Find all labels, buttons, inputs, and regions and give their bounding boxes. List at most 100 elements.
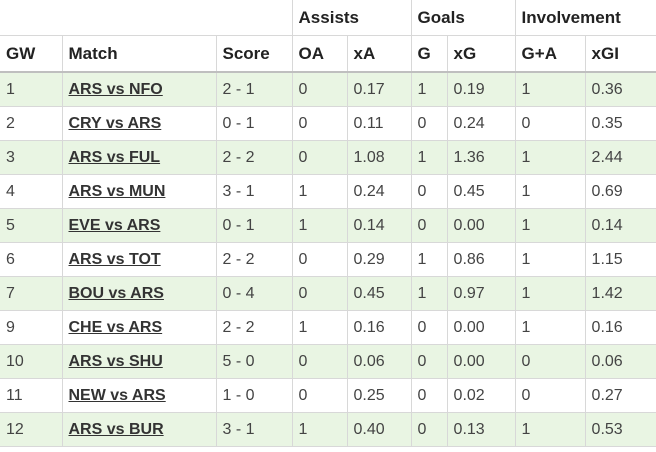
ga-cell: 0 xyxy=(514,106,586,141)
match-link[interactable]: BOU vs ARS xyxy=(68,284,164,302)
match-link[interactable]: NEW vs ARS xyxy=(68,386,166,404)
xgi-cell: 1.15 xyxy=(584,242,656,277)
match-link[interactable]: ARS vs TOT xyxy=(68,250,161,268)
g-cell: 0 xyxy=(410,106,448,141)
match-link[interactable]: ARS vs BUR xyxy=(68,420,164,438)
table-row: 3 ARS vs FUL 2 - 2 0 1.08 1 1.36 1 2.44 xyxy=(0,140,656,175)
column-header-match[interactable]: Match xyxy=(61,35,216,73)
gw-cell: 4 xyxy=(0,174,62,209)
column-header-g[interactable]: G xyxy=(410,35,448,73)
match-cell: CHE vs ARS xyxy=(61,310,216,345)
gw-cell: 7 xyxy=(0,276,62,311)
gw-cell: 2 xyxy=(0,106,62,141)
gw-cell: 5 xyxy=(0,208,62,243)
g-cell: 0 xyxy=(410,412,448,447)
match-cell: ARS vs BUR xyxy=(61,412,216,447)
table-row: 10 ARS vs SHU 5 - 0 0 0.06 0 0.00 0 0.06 xyxy=(0,344,656,379)
xa-cell: 0.17 xyxy=(346,72,412,107)
xa-cell: 0.25 xyxy=(346,378,412,413)
xg-cell: 1.36 xyxy=(446,140,516,175)
match-link[interactable]: CHE vs ARS xyxy=(68,318,163,336)
group-header-goals: Goals xyxy=(410,0,516,36)
oa-cell: 0 xyxy=(291,378,348,413)
table-row: 4 ARS vs MUN 3 - 1 1 0.24 0 0.45 1 0.69 xyxy=(0,174,656,209)
xg-cell: 0.13 xyxy=(446,412,516,447)
gw-cell: 12 xyxy=(0,412,62,447)
match-cell: BOU vs ARS xyxy=(61,276,216,311)
gw-cell: 9 xyxy=(0,310,62,345)
column-header-xa[interactable]: xA xyxy=(346,35,412,73)
xa-cell: 0.11 xyxy=(346,106,412,141)
xa-cell: 0.29 xyxy=(346,242,412,277)
column-header-xg[interactable]: xG xyxy=(446,35,516,73)
table-row: 6 ARS vs TOT 2 - 2 0 0.29 1 0.86 1 1.15 xyxy=(0,242,656,277)
column-header-xgi[interactable]: xGI xyxy=(584,35,656,73)
group-header-assists: Assists xyxy=(291,0,412,36)
oa-cell: 0 xyxy=(291,106,348,141)
xgi-cell: 0.53 xyxy=(584,412,656,447)
xa-cell: 0.16 xyxy=(346,310,412,345)
score-cell: 5 - 0 xyxy=(215,344,293,379)
xg-cell: 0.00 xyxy=(446,344,516,379)
oa-cell: 1 xyxy=(291,208,348,243)
g-cell: 1 xyxy=(410,140,448,175)
score-cell: 3 - 1 xyxy=(215,174,293,209)
g-cell: 0 xyxy=(410,310,448,345)
xa-cell: 0.24 xyxy=(346,174,412,209)
score-cell: 1 - 0 xyxy=(215,378,293,413)
oa-cell: 0 xyxy=(291,276,348,311)
xg-cell: 0.97 xyxy=(446,276,516,311)
oa-cell: 0 xyxy=(291,72,348,107)
match-cell: ARS vs TOT xyxy=(61,242,216,277)
table-row: 9 CHE vs ARS 2 - 2 1 0.16 0 0.00 1 0.16 xyxy=(0,310,656,345)
g-cell: 0 xyxy=(410,174,448,209)
xg-cell: 0.86 xyxy=(446,242,516,277)
table-row: 7 BOU vs ARS 0 - 4 0 0.45 1 0.97 1 1.42 xyxy=(0,276,656,311)
xgi-cell: 0.14 xyxy=(584,208,656,243)
group-header-spacer xyxy=(0,0,293,36)
column-header-row: GW Match Score OA xA G xG G+A xGI xyxy=(0,35,656,73)
match-link[interactable]: ARS vs SHU xyxy=(68,352,163,370)
oa-cell: 0 xyxy=(291,140,348,175)
gw-cell: 10 xyxy=(0,344,62,379)
gw-cell: 6 xyxy=(0,242,62,277)
match-link[interactable]: ARS vs FUL xyxy=(68,148,161,166)
group-header-row: Assists Goals Involvement xyxy=(0,0,656,36)
score-cell: 0 - 1 xyxy=(215,106,293,141)
match-cell: ARS vs NFO xyxy=(61,72,216,107)
gw-cell: 11 xyxy=(0,378,62,413)
xgi-cell: 0.35 xyxy=(584,106,656,141)
g-cell: 1 xyxy=(410,72,448,107)
match-link[interactable]: ARS vs MUN xyxy=(68,182,166,200)
column-header-ga[interactable]: G+A xyxy=(514,35,586,73)
match-cell: ARS vs SHU xyxy=(61,344,216,379)
xa-cell: 1.08 xyxy=(346,140,412,175)
g-cell: 0 xyxy=(410,344,448,379)
match-link[interactable]: EVE vs ARS xyxy=(68,216,161,234)
oa-cell: 0 xyxy=(291,242,348,277)
ga-cell: 1 xyxy=(514,276,586,311)
table-row: 12 ARS vs BUR 3 - 1 1 0.40 0 0.13 1 0.53 xyxy=(0,412,656,447)
xgi-cell: 0.27 xyxy=(584,378,656,413)
column-header-score[interactable]: Score xyxy=(215,35,293,73)
column-header-gw[interactable]: GW xyxy=(0,35,62,73)
match-link[interactable]: ARS vs NFO xyxy=(68,80,163,98)
xa-cell: 0.14 xyxy=(346,208,412,243)
ga-cell: 0 xyxy=(514,378,586,413)
table-row: 11 NEW vs ARS 1 - 0 0 0.25 0 0.02 0 0.27 xyxy=(0,378,656,413)
xgi-cell: 2.44 xyxy=(584,140,656,175)
match-link[interactable]: CRY vs ARS xyxy=(68,114,162,132)
ga-cell: 1 xyxy=(514,72,586,107)
xg-cell: 0.02 xyxy=(446,378,516,413)
score-cell: 2 - 1 xyxy=(215,72,293,107)
column-header-oa[interactable]: OA xyxy=(291,35,348,73)
table-row: 1 ARS vs NFO 2 - 1 0 0.17 1 0.19 1 0.36 xyxy=(0,72,656,107)
xgi-cell: 0.69 xyxy=(584,174,656,209)
xa-cell: 0.40 xyxy=(346,412,412,447)
ga-cell: 0 xyxy=(514,344,586,379)
g-cell: 0 xyxy=(410,208,448,243)
oa-cell: 1 xyxy=(291,412,348,447)
xa-cell: 0.45 xyxy=(346,276,412,311)
table-body: 1 ARS vs NFO 2 - 1 0 0.17 1 0.19 1 0.36 … xyxy=(0,72,656,447)
